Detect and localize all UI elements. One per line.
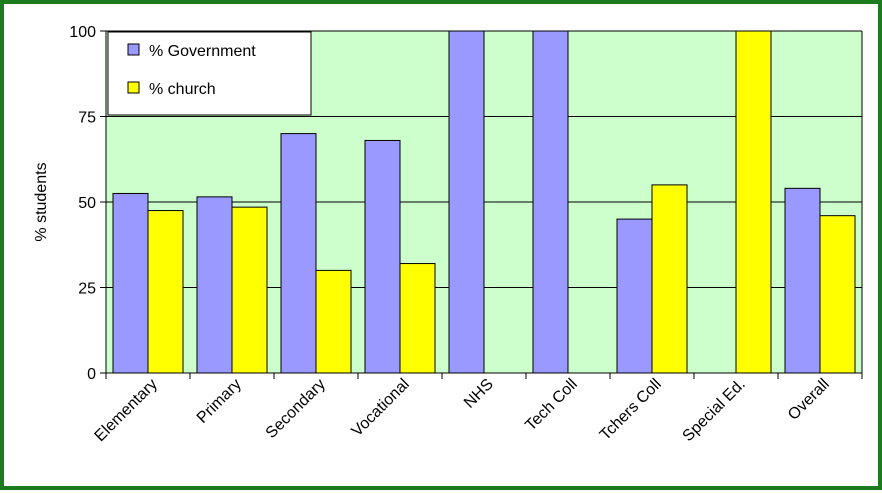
y-tick-label: 75 (78, 110, 96, 127)
x-tick-label: Special Ed. (680, 376, 749, 445)
legend-swatch (127, 81, 140, 94)
bar-church (315, 269, 352, 374)
x-tick-label: Tech Coll (522, 376, 581, 435)
y-axis-label: % students (33, 162, 50, 241)
legend-box (107, 31, 312, 116)
legend-label: % Government (149, 43, 256, 60)
bar-government (784, 187, 821, 374)
bar-government (532, 30, 569, 374)
x-tick-label: Secondary (263, 376, 329, 442)
x-tick-label: NHS (461, 376, 497, 412)
bar-church (147, 210, 184, 374)
bars (112, 30, 856, 374)
bar-church (399, 263, 436, 374)
axes (100, 30, 863, 379)
y-tick-label: 25 (78, 281, 96, 298)
bar-government (448, 30, 485, 374)
x-tick-labels: Elementary Primary Secondary Vocational NHS T… (92, 376, 833, 445)
x-tick-label: Vocational (349, 376, 413, 440)
bar-government (112, 192, 149, 374)
x-tick-label: Primary (194, 376, 245, 427)
bar-government (364, 139, 401, 374)
bar-government (280, 133, 317, 374)
y-tick-label: 100 (69, 24, 96, 41)
legend-label: % church (149, 81, 216, 98)
bar-church (735, 30, 772, 374)
y-tick-label: 0 (87, 366, 96, 383)
bar-government (196, 196, 233, 374)
x-tick-label: Tchers Coll (597, 376, 665, 444)
bar-government (616, 218, 653, 374)
bar-church (819, 215, 856, 374)
legend: % Government % church (107, 31, 312, 116)
x-tick-label: Overall (785, 376, 833, 424)
legend-swatch (127, 43, 140, 56)
bar-church (651, 184, 688, 374)
bar-church (231, 206, 268, 374)
y-tick-label: 50 (78, 195, 96, 212)
y-tick-labels: 0 25 50 75 100 (69, 24, 96, 383)
bar-chart: 0 25 50 75 100 Elementary Primary Secondary Voc… (33, 24, 863, 445)
x-tick-label: Elementary (92, 376, 161, 445)
